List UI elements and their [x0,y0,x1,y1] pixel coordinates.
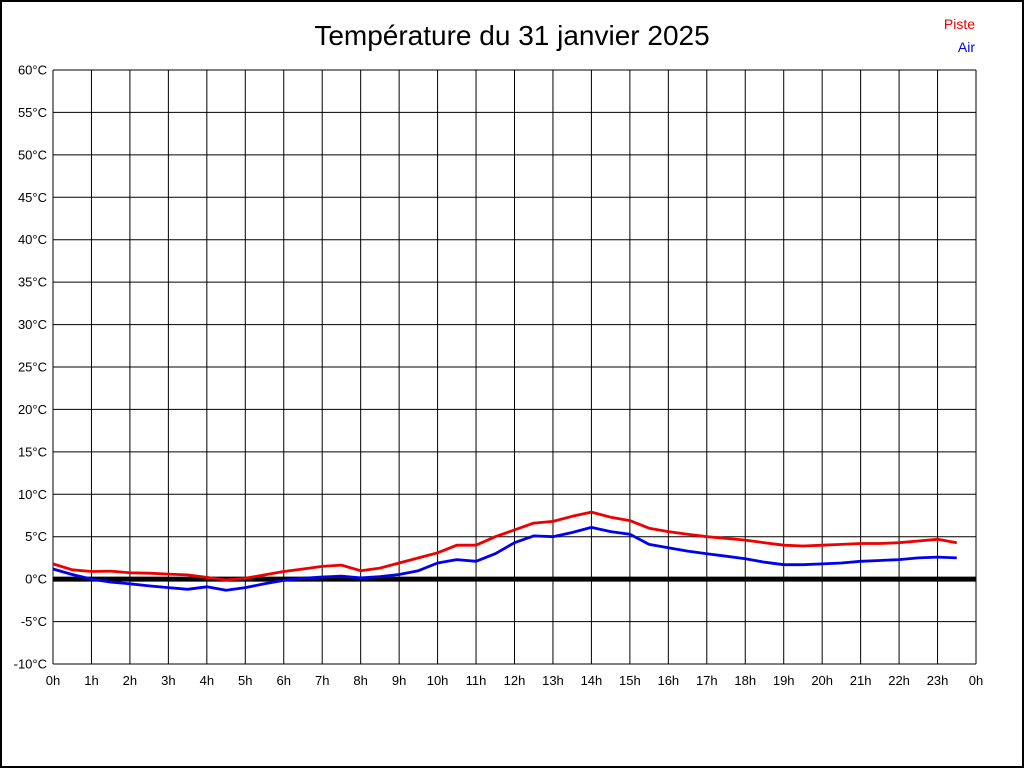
x-axis-tick-label: 0h [969,673,983,688]
y-axis-tick-label: 0°C [25,572,47,587]
x-axis-tick-label: 19h [773,673,795,688]
y-axis-tick-label: 25°C [18,360,47,375]
x-axis-tick-label: 8h [353,673,367,688]
y-axis-tick-label: -10°C [14,657,47,672]
series-line-piste [52,510,958,582]
x-axis-tick-label: 6h [277,673,291,688]
x-axis-tick-label: 15h [619,673,641,688]
x-axis-tick-label: 4h [200,673,214,688]
y-axis-tick-label: 40°C [18,232,47,247]
y-axis-tick-label: 55°C [18,105,47,120]
legend-item-air: Air [957,39,975,55]
x-axis-tick-label: 18h [734,673,756,688]
x-axis-tick-label: 1h [84,673,98,688]
x-axis-tick-label: 16h [657,673,679,688]
x-axis-tick-label: 7h [315,673,329,688]
x-axis-tick-label: 5h [238,673,252,688]
chart-legend: Piste Air [944,13,975,59]
y-axis-tick-label: 45°C [18,190,47,205]
x-axis-tick-label: 23h [927,673,949,688]
y-axis-tick-label: 10°C [18,487,47,502]
y-axis-tick-label: 20°C [18,402,47,417]
legend-item-piste: Piste [943,16,975,32]
y-axis-tick-label: 5°C [25,529,47,544]
x-axis-tick-label: 9h [392,673,406,688]
x-axis-tick-label: 14h [581,673,603,688]
x-axis-tick-label: 21h [850,673,872,688]
y-axis-tick-label: 60°C [18,63,47,78]
x-axis-tick-label: 13h [542,673,564,688]
y-axis-tick-label: 30°C [18,317,47,332]
y-axis-tick-label: -5°C [21,614,47,629]
x-axis-tick-label: 2h [123,673,137,688]
y-axis-tick-label: 50°C [18,147,47,162]
y-axis-tick-label: 15°C [18,444,47,459]
y-axis-tick-label: 35°C [18,275,47,290]
x-axis-tick-label: 12h [504,673,526,688]
chart-title: Température du 31 janvier 2025 [314,20,710,51]
x-axis-tick-label: 20h [811,673,833,688]
x-axis-tick-label: 22h [888,673,910,688]
x-axis-tick-label: 0h [46,673,60,688]
series-line-air [52,526,957,592]
x-axis-tick-label: 10h [427,673,449,688]
x-axis-tick-label: 11h [466,673,487,688]
x-axis-tick-label: 3h [161,673,175,688]
x-axis-tick-label: 17h [696,673,718,688]
